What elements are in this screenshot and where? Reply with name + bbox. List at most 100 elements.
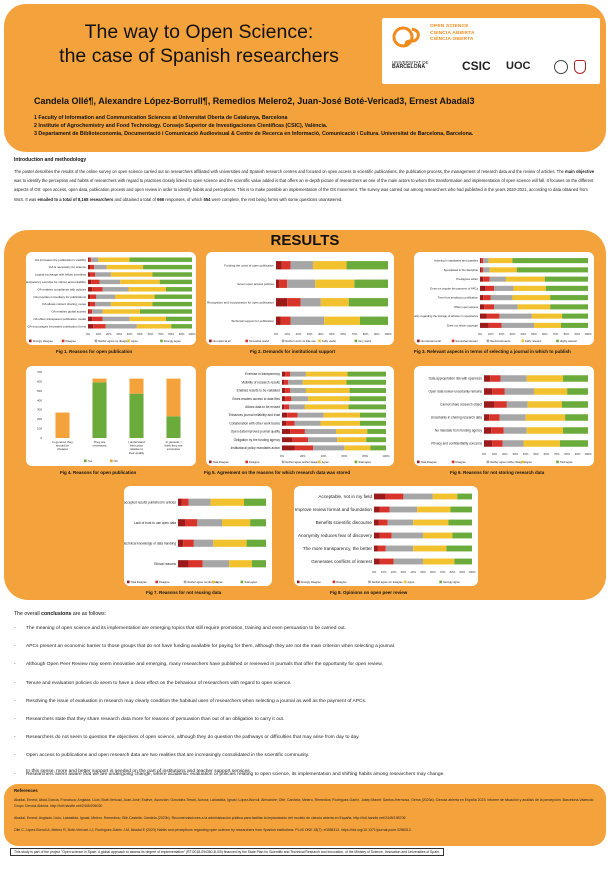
legend-swatch [368,580,371,584]
legend-label: Fairly useful [322,339,336,343]
bar-segment [544,276,588,282]
x-tick-label: 20% [300,454,306,458]
conclusion-item: Resolving the issue of evaluation in res… [14,698,602,716]
bar-segment [251,560,266,568]
bar-segment [452,532,472,539]
category-label: Lack of technical knowledge of data hand… [124,541,176,545]
bar-segment [480,276,484,282]
x-tick-label: 30% [510,332,516,336]
bar-segment [531,313,563,319]
bar-segment [304,404,349,410]
bar-segment [488,322,502,328]
bar-segment [489,276,506,282]
authors-line: Candela Ollé¶, Alexandre López-Borrull¶,… [34,96,475,106]
category-label: OA allows content sharing, reuse [42,302,86,306]
category-label: I prefer to work with accepted results p… [124,500,176,504]
affiliation-3: 3 Departament de Biblioteconomia, Docume… [34,131,474,137]
bar-segment [490,295,513,301]
bar-segment [378,519,388,526]
bar-segment [423,532,453,539]
x-tick-label: 10% [492,452,498,456]
category-label: Allows data to be reused [245,405,280,409]
bar-segment [289,404,305,410]
bar-segment [374,506,380,513]
bar-segment [287,279,316,288]
bar-segment [494,401,507,408]
x-tick-label: 60% [340,332,346,336]
bar-segment [183,539,194,547]
legend-swatch [486,339,490,343]
bar-segment [166,316,192,322]
legend-label: Neither much nor little use [285,339,316,343]
header-banner: The way to Open Science: the case of Spa… [4,4,606,152]
fig7-caption: Fig 7. Reasons for not reusing data [146,590,222,595]
bar-segment [193,539,214,547]
bar-segment [492,388,505,395]
category-label: Ethical reasons [154,562,176,566]
bar-segment [533,388,568,395]
bar-segment [513,285,546,291]
x-tick-label: 60% [148,332,154,336]
bar-segment [88,272,91,277]
bar-segment [185,519,198,527]
bar-segment [484,388,493,395]
conclusions-list: The meaning of open science and its impl… [14,625,602,789]
conclusions-intro-2: are as follows: [71,611,106,617]
bar-segment [486,313,500,319]
category-label: Funding the costs of open publication [224,263,274,267]
x-tick-label: 80% [168,332,174,336]
bar-segment [102,287,129,292]
bar-segment [166,378,181,417]
x-tick-label: 90% [459,570,465,574]
bar-segment [488,258,513,264]
bar-segment [292,437,308,443]
bar-segment [276,316,281,325]
bar-segment [143,264,192,270]
x-tick-label: 20% [106,332,112,336]
bar-segment [484,304,495,310]
bar-segment [308,396,350,402]
bar-segment [294,445,314,451]
bar-segment [367,429,386,434]
legend-label: Agree [216,580,223,584]
bar-segment [93,324,106,329]
bar-segment [313,445,345,451]
bar-segment [210,498,244,506]
bar-segment [506,401,528,408]
fig3-caption: Fig 3. Relevant aspects in terms of sele… [414,349,571,354]
bar-segment [504,388,534,395]
legend-swatch [403,580,407,584]
bar-segment [413,545,447,552]
legend-label: Disagree [159,580,170,584]
x-tick-label: 100% [468,570,476,574]
category-label: Benefits scientific discourse [316,520,373,525]
bar-segment [391,532,423,539]
bar-segment [105,324,137,329]
fig6-panel: Data appropriation risk with openness Ope… [414,366,594,466]
bar-segment [188,498,211,506]
bar-segment [348,298,388,307]
category-label: Uncertainty in sharing research data [431,416,482,420]
x-tick-label: 10% [381,570,387,574]
bar-segment [374,545,378,552]
ub-logo: UNIVERSITAT DE BARCELONA [392,60,429,70]
category-label: Obligation by the funding agency [234,438,281,442]
bar-segment [526,375,564,382]
fig2-caption: Fig 2. Demands for institutional support [250,349,336,354]
intro-bold-emailed: emailed to a total of 8,168 researchers [37,196,114,202]
bar-segment [290,371,306,377]
x-tick-label: 40% [318,332,324,336]
conclusions-intro: The overall conclusions are as follows: [14,611,106,617]
bar-segment [129,378,144,394]
bar-segment [290,261,313,270]
x-tick-label: 80% [450,570,456,574]
x-tick-label: 0% [482,452,487,456]
bar-segment [483,276,490,282]
fig2-chart: Funding the costs of open publication Gre… [207,261,392,343]
legend-swatch [212,580,215,584]
legend-label: Neither agree nor disagree [98,339,129,343]
fig4-caption: Fig 4. Reasons for open publication [60,470,137,475]
bar-segment [559,440,588,447]
legend-swatch [29,339,32,343]
title-line-1: The way to Open Science: [84,21,314,43]
